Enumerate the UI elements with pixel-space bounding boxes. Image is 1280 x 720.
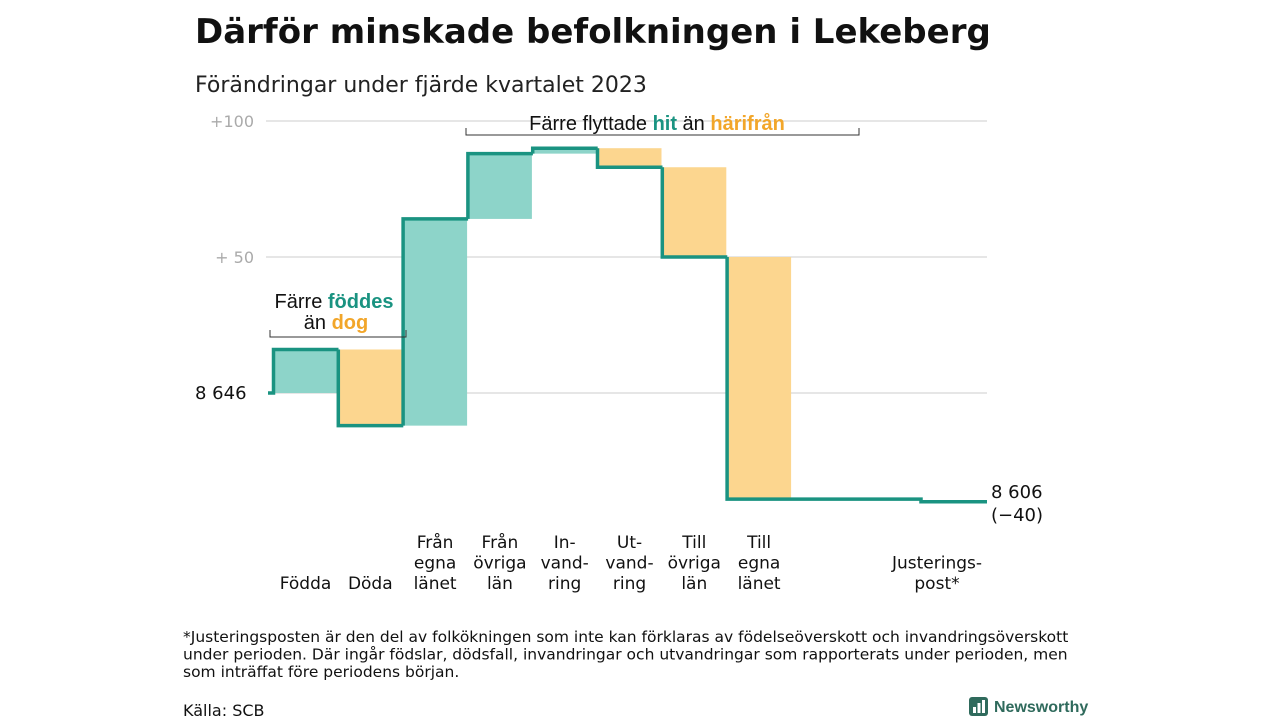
category-labels: Födda DödaFrånegnalänetFrånövrigalänIn-va…: [280, 532, 982, 594]
y-axis-ticks: +100 + 50: [210, 112, 254, 267]
migration-ann-bold1: hit: [653, 113, 678, 135]
category-label: vand-: [605, 554, 653, 574]
source-label: Källa: SCB: [183, 701, 265, 720]
category-label: Till: [746, 533, 771, 553]
category-label: Justerings-: [891, 554, 982, 574]
migration-annotation: Färre flyttade hit än härifrån: [465, 112, 860, 136]
category-label: post*: [914, 574, 959, 594]
category-label: egna: [414, 554, 456, 574]
category-label: In-: [554, 533, 576, 553]
end-value-label: 8 606: [991, 482, 1043, 503]
bars: [273, 148, 792, 500]
migration-ann-bold2: härifrån: [710, 112, 784, 135]
category-label: ring: [548, 574, 581, 594]
y-tick-label: + 50: [215, 248, 254, 267]
bar-chart-logo-icon: [969, 697, 988, 716]
waterfall-bar: [273, 349, 338, 393]
category-label: övriga: [668, 554, 721, 574]
category-label: länet: [414, 574, 457, 594]
category-label: län: [487, 574, 513, 594]
waterfall-bar: [403, 218, 468, 426]
waterfall-bar: [597, 148, 662, 168]
category-label: Till: [681, 533, 706, 553]
start-value-label: 8 646: [195, 383, 247, 404]
waterfall-bar: [467, 153, 532, 219]
category-label: Från: [482, 532, 519, 553]
waterfall-bar: [532, 148, 597, 154]
footnote-line: under perioden. Där ingår födslar, dödsf…: [183, 646, 1068, 664]
category-label: län: [681, 574, 707, 594]
running-total-line: [268, 146, 987, 504]
chart-title: Därför minskade befolkningen i Lekeberg: [195, 12, 991, 52]
births-ann-bold2: dog: [332, 312, 369, 334]
chart-subtitle: Förändringar under fjärde kvartalet 2023: [195, 73, 647, 98]
category-label: vand-: [541, 554, 589, 574]
births-ann-plain1: Färre: [275, 291, 328, 313]
svg-text:Färre flyttade hit än härifrån: Färre flyttade hit än härifrån: [529, 112, 785, 135]
brand-name: Newsworthy: [994, 699, 1088, 716]
svg-text:än dog: än dog: [304, 312, 368, 334]
category-label: länet: [738, 574, 781, 594]
category-label: övriga: [473, 554, 526, 574]
waterfall-bar: [727, 257, 792, 500]
waterfall-bar: [662, 167, 727, 257]
footnote-line: som inträffat före periodens början.: [183, 663, 459, 681]
births-ann-plain2: än: [304, 312, 332, 334]
waterfall-bar: [338, 349, 403, 426]
category-label: Födda: [280, 574, 332, 594]
category-label: Ut-: [617, 533, 642, 553]
footnote-line: *Justeringsposten är den del av folkökni…: [183, 628, 1068, 646]
end-change-label: (−40): [991, 505, 1043, 526]
y-tick-label: +100: [210, 112, 254, 131]
births-bracket: [269, 330, 407, 338]
brand-logo: Newsworthy: [969, 697, 1088, 716]
migration-ann-plain2: än: [677, 113, 710, 135]
category-label: egna: [738, 554, 780, 574]
category-label: ring: [613, 574, 646, 594]
births-annotation: Färre föddes än dog: [269, 291, 407, 338]
svg-text:Färre föddes: Färre föddes: [275, 291, 394, 313]
category-label: Från: [417, 532, 454, 553]
footnote: *Justeringsposten är den del av folkökni…: [183, 628, 1068, 681]
births-ann-bold1: föddes: [328, 291, 394, 313]
migration-ann-plain1: Färre flyttade: [529, 113, 652, 135]
migration-bracket: [465, 128, 860, 136]
category-label: Döda: [348, 574, 393, 594]
